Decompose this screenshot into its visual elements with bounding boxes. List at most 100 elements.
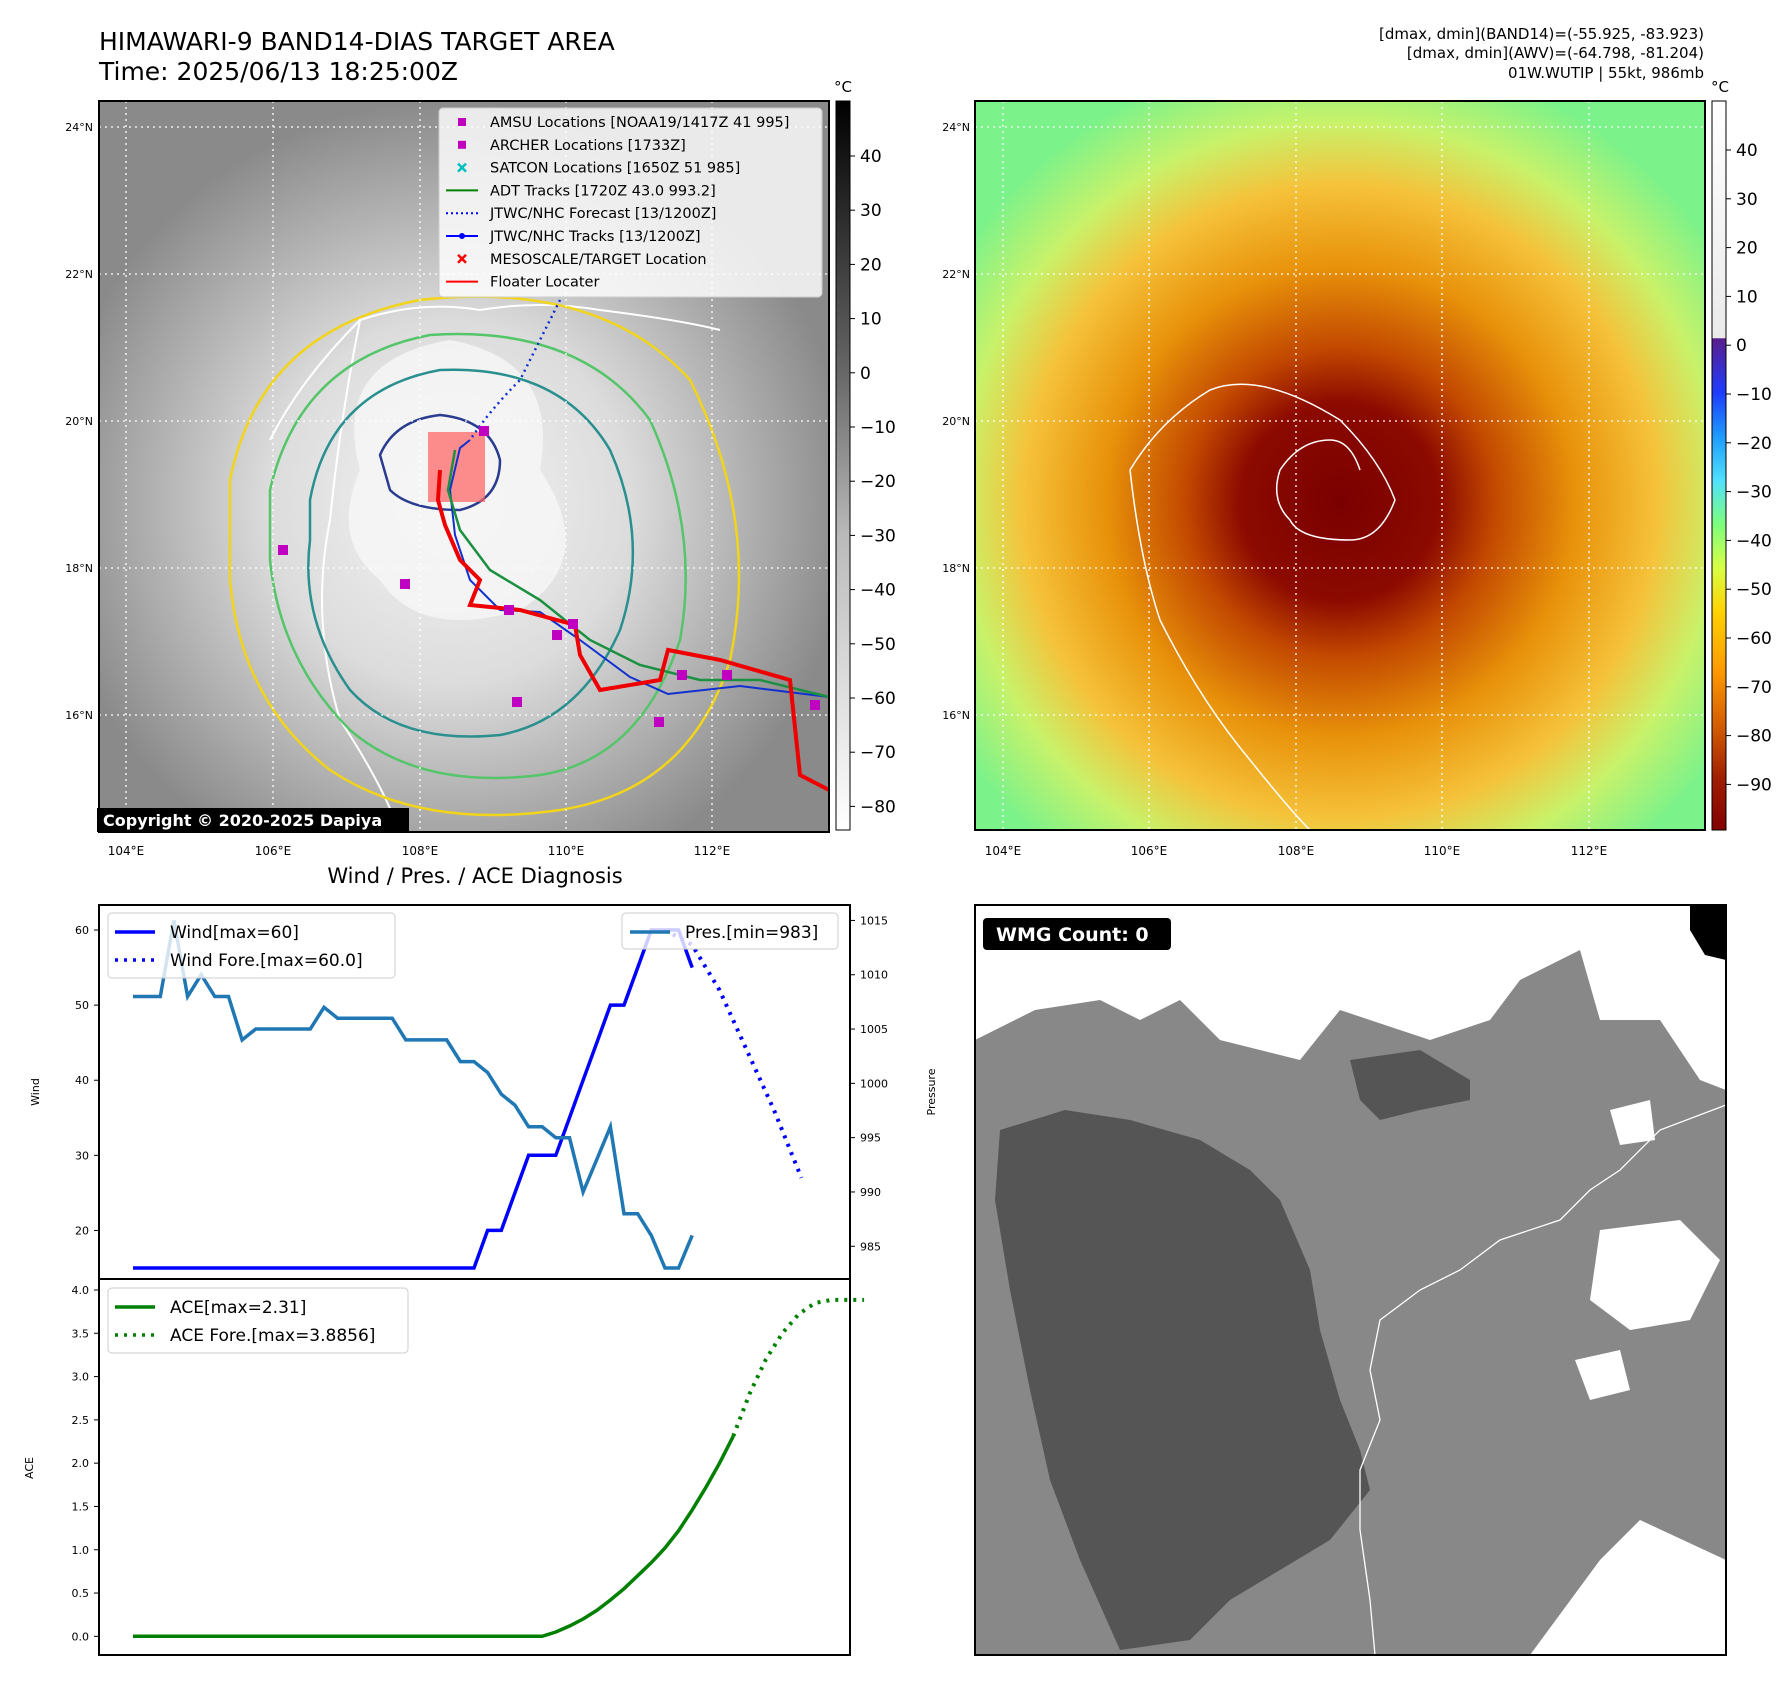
- enhanced-lat-tick: 16°N: [942, 709, 970, 722]
- ir-colorbar-tick-label: 30: [860, 201, 882, 221]
- ace-chart: ACE 0.0 0.5 1.0 1.5 2.0 2.5 3.0 3.5 4.0 ACE[max=…: [23, 1278, 865, 1656]
- pressure-axis-tick-label: 990: [860, 1186, 881, 1199]
- enhanced-colorbar-unit: °C: [1711, 78, 1729, 96]
- contour-teal: [307, 368, 635, 738]
- enhanced-colorbar-tick-label: 20: [1736, 239, 1758, 259]
- ir-colorbar-tick-label: 0: [860, 364, 871, 384]
- enhanced-colorbar-tick-label: −80: [1736, 727, 1772, 747]
- wind-axis-tick-label: 60: [75, 924, 89, 937]
- ace-axis-tick-label: 2.5: [72, 1414, 90, 1427]
- wind-axis-tick-label: 40: [75, 1074, 89, 1087]
- meta-line-3: 01W.WUTIP | 55kt, 986mb: [1508, 64, 1704, 82]
- enhanced-colorbar-tick-label: −60: [1736, 629, 1772, 649]
- ir-lon-tick: 106°E: [255, 844, 292, 858]
- wind-legend-label: Wind[max=60]: [170, 923, 299, 943]
- pressure-line: [133, 920, 694, 1270]
- wind-axis-tick-label: 30: [75, 1149, 89, 1162]
- wind-line: [133, 928, 694, 1270]
- diagnosis-title: Wind / Pres. / ACE Diagnosis: [327, 864, 622, 888]
- pressure-axis-tick-label: 1005: [860, 1023, 888, 1036]
- ir-colorbar-tick-label: 20: [860, 255, 882, 275]
- wind-axis-tick-label: 50: [75, 999, 89, 1012]
- page-title: HIMAWARI-9 BAND14-DIAS TARGET AREA: [99, 27, 615, 56]
- legend-label: ADT Tracks [1720Z 43.0 993.2]: [490, 183, 716, 199]
- ace-axis-tick-label: 2.0: [72, 1457, 90, 1470]
- legend-marker-dot: [459, 233, 465, 239]
- ace-axis-label: ACE: [23, 1457, 36, 1479]
- enhanced-lon-tick: 106°E: [1131, 844, 1168, 858]
- pressure-axis-tick-label: 985: [860, 1240, 881, 1253]
- ace-legend-label: ACE Fore.[max=3.8856]: [170, 1326, 375, 1346]
- legend-marker: [458, 140, 466, 149]
- enhanced-colorbar-tick-label: −70: [1736, 678, 1772, 698]
- copyright-label: Copyright © 2020-2025 Dapiya: [103, 811, 382, 830]
- wmg-white-patch-2: [1590, 1220, 1720, 1330]
- ir-lat-tick: 20°N: [65, 415, 93, 428]
- enhanced-colorbar-tick-label: −20: [1736, 434, 1772, 454]
- ir-colorbar-tick-label: −40: [860, 581, 896, 601]
- wmg-count-badge: [983, 918, 1171, 950]
- wind-axis-label: Wind: [29, 1078, 42, 1106]
- enhanced-lon-tick: 104°E: [985, 844, 1022, 858]
- ir-colorbar-tick-label: 10: [860, 310, 882, 330]
- enhanced-lat-tick: 20°N: [942, 415, 970, 428]
- ir-colorbar-unit: °C: [834, 78, 852, 96]
- enhanced-lon-tick: 108°E: [1278, 844, 1315, 858]
- enhanced-coastline: [1129, 383, 1396, 831]
- ir-lon-tick: 112°E: [694, 844, 731, 858]
- pressure-legend-label: Pres.[min=983]: [685, 923, 818, 943]
- ace-line: [133, 1435, 735, 1639]
- contour-green: [268, 332, 687, 780]
- wmg-dark-field: [995, 1110, 1370, 1650]
- wmg-white-patch-1: [1610, 1100, 1655, 1145]
- enhanced-colorbar-tick-label: −10: [1736, 385, 1772, 405]
- pressure-legend-box: [621, 912, 839, 950]
- pressure-axis-tick-label: 1000: [860, 1077, 888, 1090]
- meta-line-2: [dmax, dmin](AWV)=(-64.798, -81.204): [1407, 44, 1704, 62]
- wind-axis-tick-label: 20: [75, 1224, 89, 1237]
- enhanced-colorbar-tick-label: −40: [1736, 531, 1772, 551]
- legend-marker: [457, 162, 467, 173]
- wind-legend-box: [107, 912, 396, 979]
- ir-colorbar-tick-label: 40: [860, 147, 882, 167]
- enhanced-colorbar-tick-label: 30: [1736, 190, 1758, 210]
- pressure-axis-tick-label: 1015: [860, 914, 888, 927]
- wind-forecast-line: [664, 928, 804, 1179]
- pressure-axis-tick-label: 1010: [860, 969, 888, 982]
- ace-axis-tick-label: 3.0: [72, 1371, 90, 1384]
- ir-lat-tick: 16°N: [65, 709, 93, 722]
- legend-label: ARCHER Locations [1733Z]: [490, 138, 686, 154]
- legend-label: SATCON Locations [1650Z 51 985]: [490, 161, 740, 177]
- ir-colorbar-tick-label: −10: [860, 418, 896, 438]
- ace-axis-tick-label: 3.5: [72, 1327, 90, 1340]
- wmg-count-text: WMG Count: 0: [996, 924, 1149, 946]
- pressure-axis-label: Pressure: [925, 1068, 938, 1115]
- legend-label: JTWC/NHC Forecast [13/1200Z]: [489, 206, 716, 222]
- wmg-panel: WMG Count: 0: [974, 904, 1727, 1656]
- legend-label: Floater Locater: [490, 275, 599, 291]
- ir-colorbar-tick-label: −70: [860, 743, 896, 763]
- ace-legend-label: ACE[max=2.31]: [170, 1298, 306, 1318]
- ir-lon-tick: 110°E: [548, 844, 585, 858]
- contour-navy: [378, 413, 502, 512]
- enhanced-lon-tick: 110°E: [1424, 844, 1461, 858]
- ace-axis-tick-label: 1.5: [72, 1500, 90, 1513]
- ir-lat-tick: 22°N: [65, 268, 93, 281]
- ir-colorbar: °C 40 30 20 10 0 −10 −20 −30 −40 −50 −60 −70 −80: [834, 78, 896, 831]
- ace-axis-tick-label: 1.0: [72, 1544, 90, 1557]
- enhanced-colorbar-tick-label: 0: [1736, 336, 1747, 356]
- pressure-axis-tick-label: 995: [860, 1132, 881, 1145]
- ir-lat-tick: 24°N: [65, 121, 93, 134]
- enhanced-grid: [975, 101, 1705, 830]
- ace-axis-tick-label: 0.5: [72, 1587, 90, 1600]
- legend-marker: [458, 118, 466, 126]
- wind-legend-label: Wind Fore.[max=60.0]: [170, 951, 363, 971]
- meta-line-1: [dmax, dmin](BAND14)=(-55.925, -83.923): [1379, 25, 1704, 43]
- wmg-white-patch-3: [1575, 1350, 1630, 1400]
- floater-locater-track: [435, 469, 830, 792]
- legend-label: MESOSCALE/TARGET Location: [490, 252, 707, 268]
- enhanced-lat-tick: 18°N: [942, 562, 970, 575]
- wmg-corner-block: [1690, 905, 1726, 960]
- ir-colorbar-tick-label: −80: [860, 797, 896, 817]
- legend-label: AMSU Locations [NOAA19/1417Z 41 995]: [490, 115, 789, 131]
